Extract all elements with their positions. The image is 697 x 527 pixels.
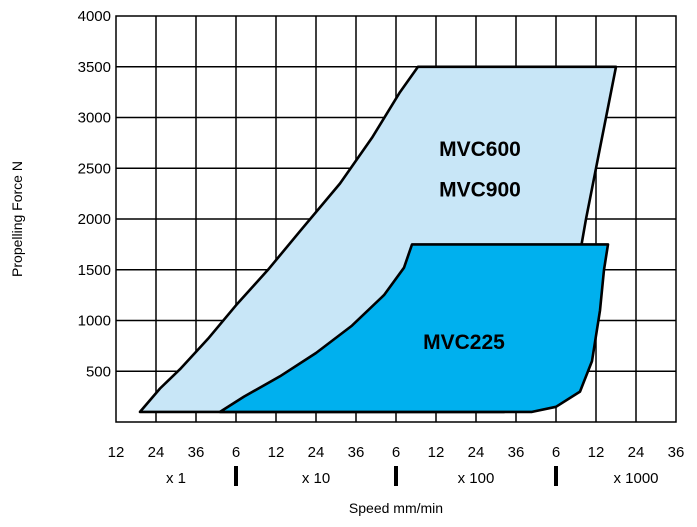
x-tick-label: 6 — [232, 444, 240, 461]
y-tick-label: 1500 — [78, 262, 111, 279]
region-label: MVC225 — [423, 331, 505, 354]
y-tick-label: 3000 — [78, 110, 111, 127]
x-tick-label: 36 — [508, 444, 525, 461]
x-tick-label: 36 — [668, 444, 685, 461]
region-label: MVC600 — [439, 138, 521, 161]
y-axis-title: Propelling Force N — [9, 161, 25, 277]
x-tick-label: 24 — [148, 444, 165, 461]
x-axis-title: Speed mm/min — [349, 500, 443, 516]
y-tick-label: 2500 — [78, 160, 111, 177]
y-tick-label: 2000 — [78, 211, 111, 228]
y-tick-label: 3500 — [78, 59, 111, 76]
y-tick-label: 1000 — [78, 313, 111, 330]
x-range-separator — [554, 466, 558, 486]
x-tick-label: 24 — [468, 444, 485, 461]
x-tick-label: 12 — [268, 444, 285, 461]
x-range-label: x 10 — [302, 470, 330, 487]
x-tick-label: 6 — [392, 444, 400, 461]
region-label: MVC900 — [439, 179, 521, 202]
x-tick-label: 12 — [108, 444, 125, 461]
chart-regions — [138, 65, 618, 414]
region-mvc225 — [218, 243, 610, 414]
x-range-label: x 1 — [166, 470, 186, 487]
x-tick-labels: 12 24 36 6 12 24 36 6 12 24 36 6 12 24 36 — [108, 444, 685, 461]
y-tick-labels: 500 1000 1500 2000 2500 3000 3500 4000 — [78, 8, 111, 380]
x-range-label: x 100 — [458, 470, 495, 487]
y-tick-label: 4000 — [78, 8, 111, 25]
x-tick-label: 6 — [552, 444, 560, 461]
x-range-label: x 1000 — [613, 470, 658, 487]
x-tick-label: 12 — [428, 444, 445, 461]
region-labels: MVC600 MVC900 MVC225 — [423, 138, 521, 354]
x-tick-label: 36 — [188, 444, 205, 461]
y-tick-label: 500 — [86, 363, 111, 380]
x-range-separator — [394, 466, 398, 486]
x-tick-label: 36 — [348, 444, 365, 461]
x-range-separator — [234, 466, 238, 486]
plot-frame — [115, 15, 677, 423]
x-tick-label: 12 — [588, 444, 605, 461]
x-range-labels: x 1 x 10 x 100 x 1000 — [166, 466, 659, 487]
x-tick-label: 24 — [628, 444, 645, 461]
x-tick-label: 24 — [308, 444, 325, 461]
